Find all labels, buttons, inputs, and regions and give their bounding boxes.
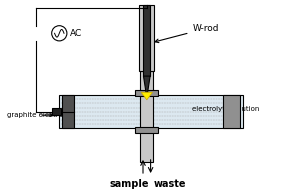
Text: sample: sample bbox=[110, 179, 149, 189]
Bar bbox=[135, 90, 158, 96]
Text: AC: AC bbox=[70, 29, 82, 38]
Text: graphite electrode: graphite electrode bbox=[7, 112, 72, 118]
Text: W-rod: W-rod bbox=[155, 24, 219, 43]
Bar bbox=[223, 95, 240, 128]
Polygon shape bbox=[141, 92, 152, 100]
Polygon shape bbox=[144, 76, 150, 93]
Text: waste: waste bbox=[153, 179, 186, 189]
Bar bbox=[140, 71, 154, 95]
Text: electrolyte solution: electrolyte solution bbox=[192, 106, 260, 112]
Bar bbox=[52, 108, 61, 115]
Bar bbox=[62, 95, 74, 128]
Bar bbox=[59, 95, 243, 128]
Bar bbox=[139, 5, 154, 71]
Bar bbox=[144, 5, 150, 76]
Bar bbox=[135, 127, 158, 133]
Bar bbox=[140, 95, 154, 162]
